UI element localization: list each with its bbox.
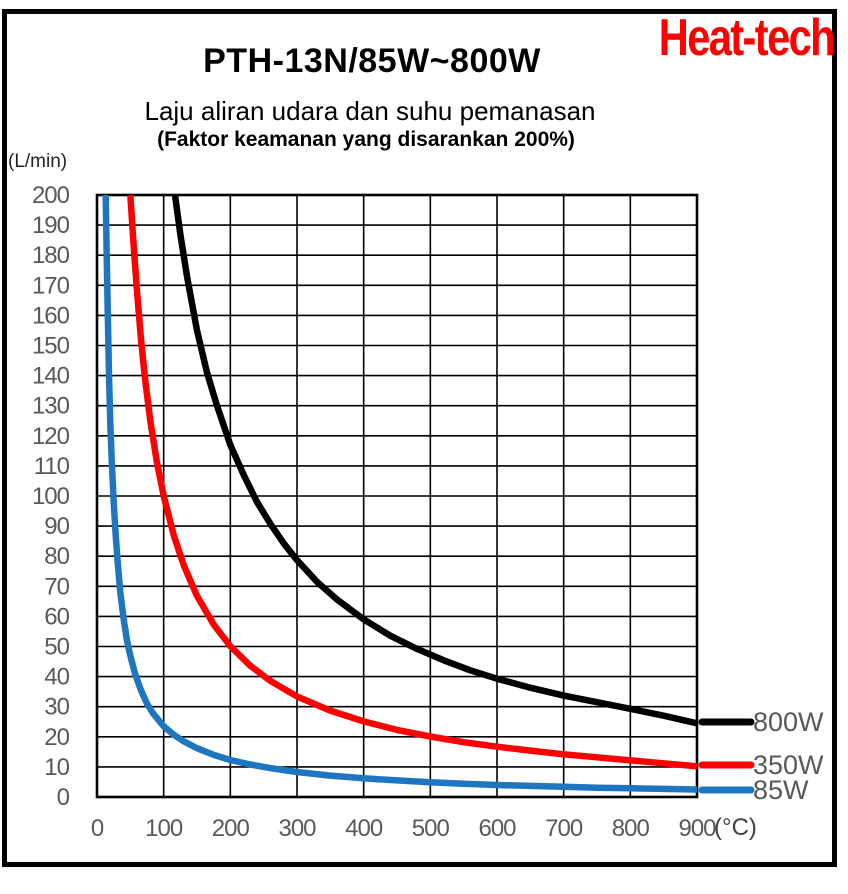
y-tick-label: 180: [32, 242, 70, 269]
y-tick-label: 10: [44, 754, 69, 781]
y-tick-label: 60: [44, 603, 69, 630]
page-border: [2, 9, 837, 867]
y-tick-label: 200: [32, 182, 70, 209]
x-tick-label: 700: [545, 815, 583, 842]
chart-safety-note: (Faktor keamanan yang disarankan 200%): [157, 128, 575, 151]
y-tick-label: 30: [44, 694, 69, 721]
x-axis-unit-label: (°C): [714, 814, 757, 841]
y-tick-label: 70: [44, 573, 69, 600]
x-tick-label: 0: [91, 815, 104, 842]
brand-logo: Heat-tech: [658, 9, 836, 67]
y-tick-label: 20: [44, 724, 69, 751]
y-tick-label: 160: [32, 302, 70, 329]
y-axis-unit-label: (L/min): [8, 151, 68, 172]
x-tick-label: 500: [412, 815, 450, 842]
x-tick-label: 400: [345, 815, 383, 842]
y-tick-label: 190: [32, 212, 70, 239]
legend-label-85w: 85W: [753, 775, 809, 805]
chart-title: PTH-13N/85W~800W: [203, 42, 541, 80]
y-tick-label: 0: [57, 784, 70, 811]
x-tick-label: 600: [478, 815, 516, 842]
y-tick-label: 150: [32, 333, 70, 360]
y-tick-label: 40: [44, 664, 69, 691]
curve-85w: [102, 195, 698, 793]
y-tick-label: 130: [32, 393, 70, 420]
legend-label-350w: 350W: [753, 750, 824, 780]
y-tick-label: 170: [32, 272, 70, 299]
x-tick-label: 800: [612, 815, 650, 842]
curve-350w: [127, 195, 698, 770]
chart-subtitle: Laju aliran udara dan suhu pemanasan: [144, 96, 596, 126]
y-tick-label: 110: [34, 453, 70, 480]
y-tick-label: 50: [44, 634, 69, 661]
y-tick-label: 140: [32, 363, 70, 390]
y-tick-label: 100: [32, 483, 70, 510]
x-tick-label: 300: [278, 815, 316, 842]
y-tick-label: 90: [44, 513, 69, 540]
x-tick-label: 100: [145, 815, 183, 842]
x-tick-label: 900: [678, 815, 716, 842]
y-tick-label: 80: [44, 543, 69, 570]
plot-border: [95, 193, 699, 799]
legend-label-800w: 800W: [753, 707, 824, 737]
x-tick-label: 200: [212, 815, 250, 842]
curve-800w: [171, 195, 698, 727]
y-tick-label: 120: [32, 423, 70, 450]
